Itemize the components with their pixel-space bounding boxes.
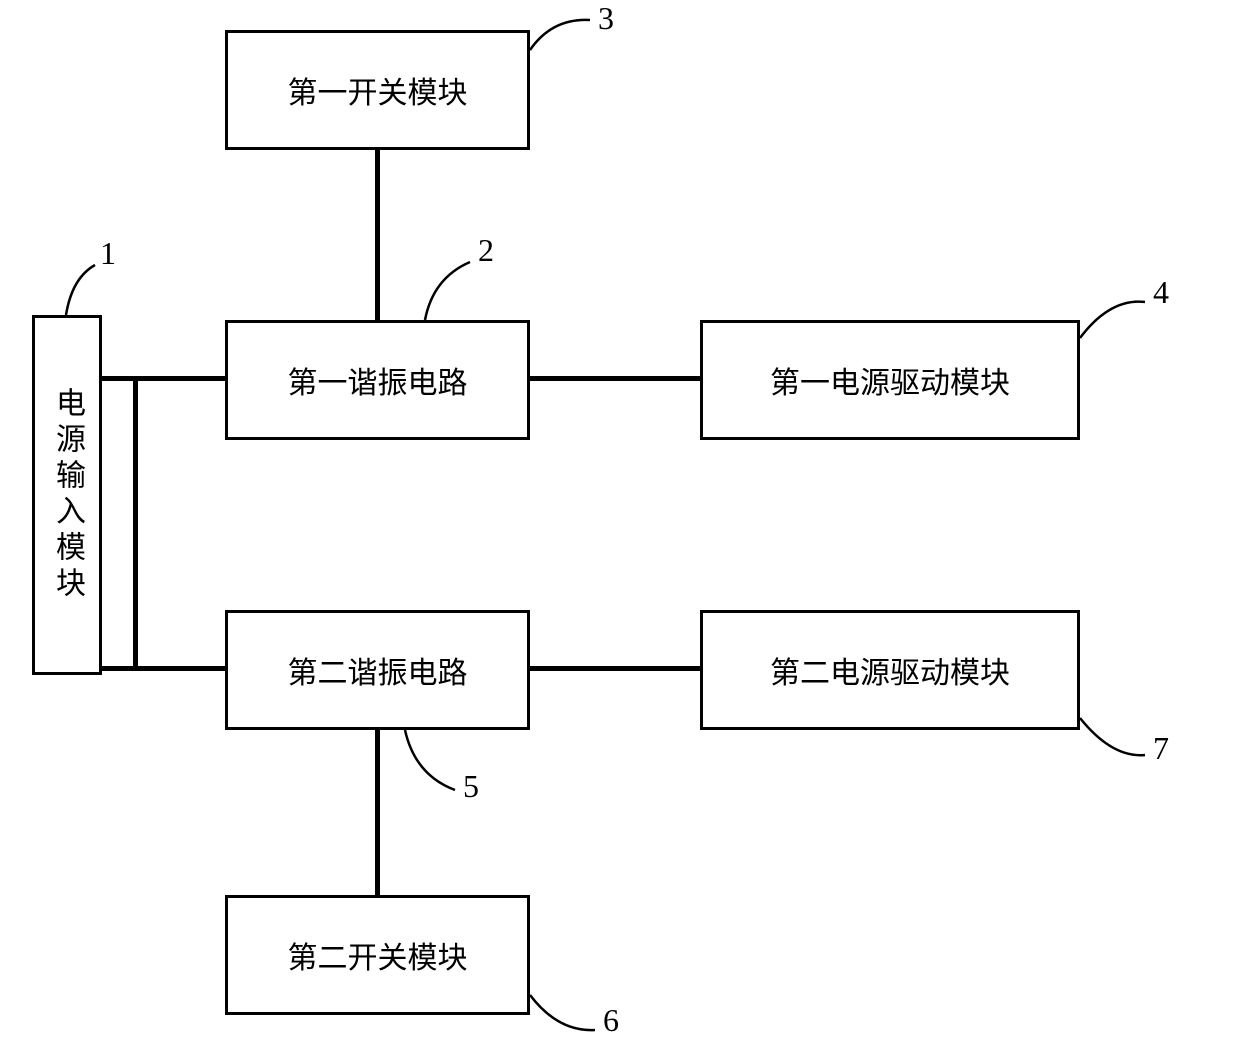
edge-n5-n7 [528, 666, 702, 671]
edge-n3-n2 [375, 148, 380, 322]
node-power-input-text: 电源输入模块 [45, 387, 89, 603]
label-6-text: 6 [603, 1002, 619, 1038]
label-6: 6 [603, 1002, 619, 1039]
node-first-driver: 第一电源驱动模块 [700, 320, 1080, 440]
edge-n2-n4 [528, 376, 702, 381]
label-1: 1 [100, 235, 116, 272]
label-7: 7 [1153, 730, 1169, 767]
label-5-text: 5 [463, 768, 479, 804]
edge-branch-v [133, 376, 138, 671]
label-5: 5 [463, 768, 479, 805]
node-first-resonant: 第一谐振电路 [225, 320, 530, 440]
node-first-switch: 第一开关模块 [225, 30, 530, 150]
node-second-resonant: 第二谐振电路 [225, 610, 530, 730]
label-3-text: 3 [598, 0, 614, 36]
edge-n1-n5 [100, 666, 227, 671]
label-3: 3 [598, 0, 614, 37]
node-second-switch: 第二开关模块 [225, 895, 530, 1015]
edge-n5-n6 [375, 728, 380, 897]
label-1-text: 1 [100, 235, 116, 271]
node-second-resonant-text: 第二谐振电路 [288, 648, 468, 692]
edge-n1-n2 [100, 376, 227, 381]
node-power-input: 电源输入模块 [32, 315, 102, 675]
label-2: 2 [478, 232, 494, 269]
node-second-driver-text: 第二电源驱动模块 [770, 648, 1010, 692]
node-second-switch-text: 第二开关模块 [288, 933, 468, 977]
label-7-text: 7 [1153, 730, 1169, 766]
node-second-driver: 第二电源驱动模块 [700, 610, 1080, 730]
callout-1 [0, 0, 1240, 1037]
label-2-text: 2 [478, 232, 494, 268]
label-4-text: 4 [1153, 274, 1169, 310]
node-first-driver-text: 第一电源驱动模块 [770, 358, 1010, 402]
node-first-switch-text: 第一开关模块 [288, 68, 468, 112]
node-first-resonant-text: 第一谐振电路 [288, 358, 468, 402]
label-4: 4 [1153, 274, 1169, 311]
